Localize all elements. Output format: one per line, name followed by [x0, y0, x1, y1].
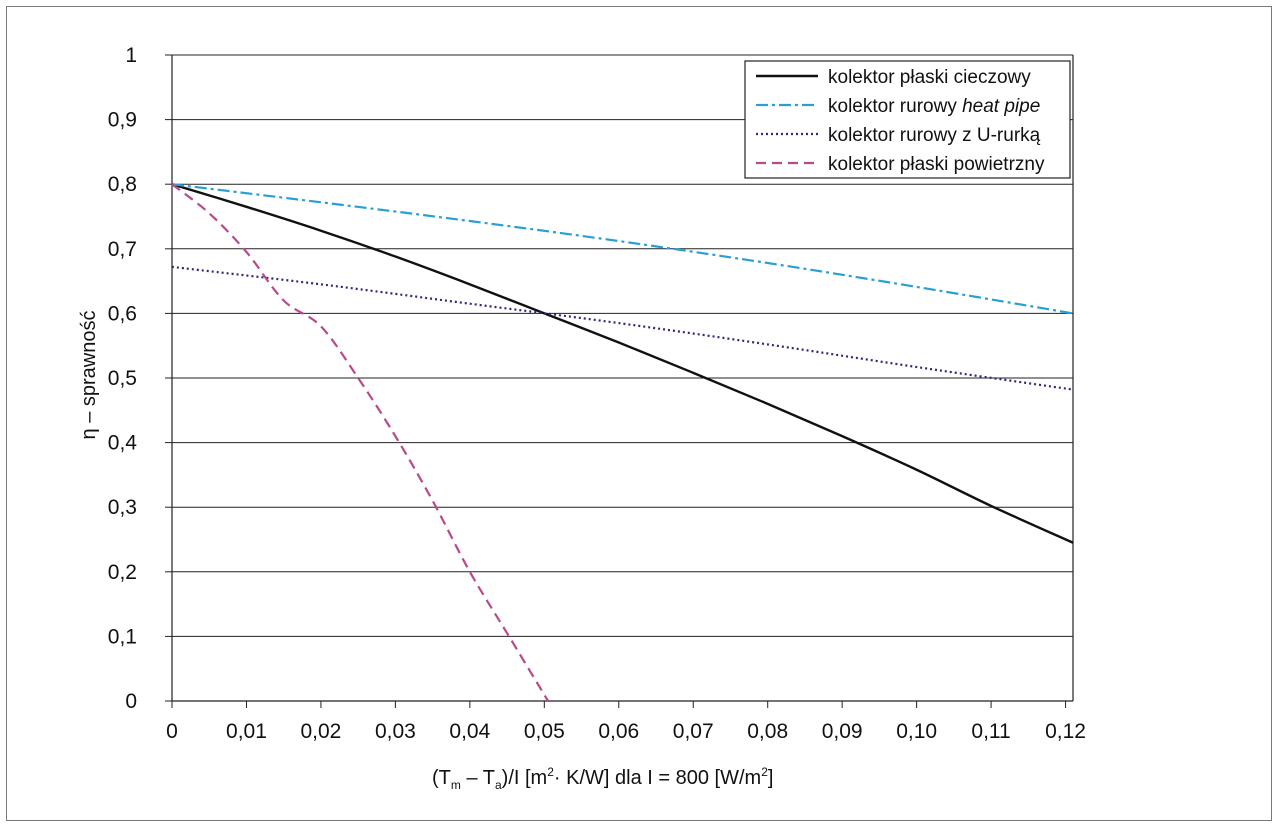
y-tick-label: 0 — [125, 690, 137, 713]
x-tick-label: 0,07 — [673, 720, 714, 743]
y-axis-title: η – sprawność — [78, 311, 100, 440]
axes — [165, 54, 1074, 708]
x-tick-label: 0,10 — [896, 720, 937, 743]
y-tick-label: 1 — [125, 44, 137, 67]
x-tick-label: 0,01 — [226, 720, 267, 743]
x-tick-label: 0,09 — [822, 720, 863, 743]
legend-label-2: kolektor rurowy heat pipe — [828, 96, 1040, 117]
legend-label-1: kolektor płaski cieczowy — [828, 67, 1031, 88]
y-tick-label: 0,1 — [108, 625, 137, 648]
y-tick-label: 0,4 — [108, 432, 138, 455]
x-tick-labels: 0 0,01 0,02 0,03 0,04 0,05 0,06 0,07 0,08 0,09 0,1… — [166, 720, 1086, 743]
legend-label-3: kolektor rurowy z U-rurką — [828, 125, 1041, 146]
legend-label-4: kolektor płaski powietrzny — [828, 154, 1045, 175]
y-tick-label: 0,3 — [108, 496, 137, 519]
x-tick-label: 0,03 — [375, 720, 416, 743]
data-series — [171, 183, 1074, 702]
y-tick-label: 0,5 — [108, 367, 137, 390]
series-line-3 — [171, 265, 1074, 391]
legend: kolektor płaski cieczowy kolektor rurowy … — [744, 60, 1071, 179]
x-tick-label: 0,05 — [524, 720, 565, 743]
y-tick-label: 0,7 — [108, 238, 137, 261]
y-tick-labels: 0 0,1 0,2 0,3 0,4 0,5 0,6 0,7 0,8 0,9 1 — [108, 44, 138, 713]
x-tick-label: 0,08 — [747, 720, 788, 743]
legend-box — [744, 60, 1071, 179]
x-axis-title: (Tm – Ta)/I [m2· K/W] dla I = 800 [W/m2] — [432, 765, 773, 792]
x-tick-label: 0,06 — [598, 720, 639, 743]
x-tick-label: 0 — [166, 720, 178, 743]
y-tick-label: 0,9 — [108, 109, 137, 132]
x-tick-label: 0,02 — [300, 720, 341, 743]
grid-lines — [172, 54, 1073, 637]
series-line-1 — [171, 183, 1074, 544]
x-tick-label: 0,12 — [1045, 720, 1086, 743]
x-tick-label: 0,11 — [971, 720, 1010, 743]
x-tick-label: 0,04 — [449, 720, 490, 743]
y-tick-label: 0,2 — [108, 561, 137, 584]
y-tick-label: 0,6 — [108, 302, 137, 325]
y-tick-label: 0,8 — [108, 173, 137, 196]
